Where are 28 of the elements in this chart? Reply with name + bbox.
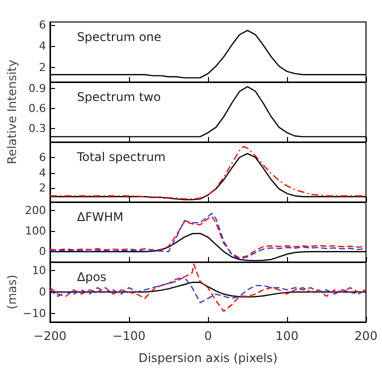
y-tick-label: 4 xyxy=(39,166,46,180)
y-tick-label: 6 xyxy=(39,150,46,164)
x-tick-label: −200 xyxy=(34,329,66,343)
x-tick-label: 100 xyxy=(276,329,298,343)
x-axis-title: Dispersion axis (pixels) xyxy=(138,351,278,365)
y-tick-label: 10 xyxy=(32,264,46,278)
text: Spectrum two xyxy=(77,90,161,104)
y-tick-label: 2 xyxy=(39,182,46,195)
text: Total spectrum xyxy=(76,150,166,164)
y-tick-label: 6 xyxy=(39,18,46,32)
y-tick-label: 100 xyxy=(25,224,46,238)
y-tick-label: 0.6 xyxy=(28,102,46,116)
y-axis-title: Relative Intensity xyxy=(5,60,19,164)
x-tick-label: 0 xyxy=(204,329,212,343)
y-tick-label: 200 xyxy=(25,204,46,217)
y-tick-label: 0.9 xyxy=(28,82,46,96)
text: ΔFWHM xyxy=(77,210,124,224)
x-tick-label: 200 xyxy=(354,329,378,343)
y-tick-label: 0.3 xyxy=(28,122,46,136)
y-tick-label: 0 xyxy=(39,286,46,298)
text: Spectrum one xyxy=(77,30,162,44)
y-axis-title: (mas) xyxy=(5,274,19,310)
y-tick-label: 4 xyxy=(39,40,46,53)
text: Δpos xyxy=(77,270,106,284)
x-tick-label: −100 xyxy=(112,329,146,343)
y-tick-label: −10 xyxy=(22,306,46,320)
y-tick-label: 0 xyxy=(39,245,46,258)
y-tick-label: 2 xyxy=(39,60,46,74)
